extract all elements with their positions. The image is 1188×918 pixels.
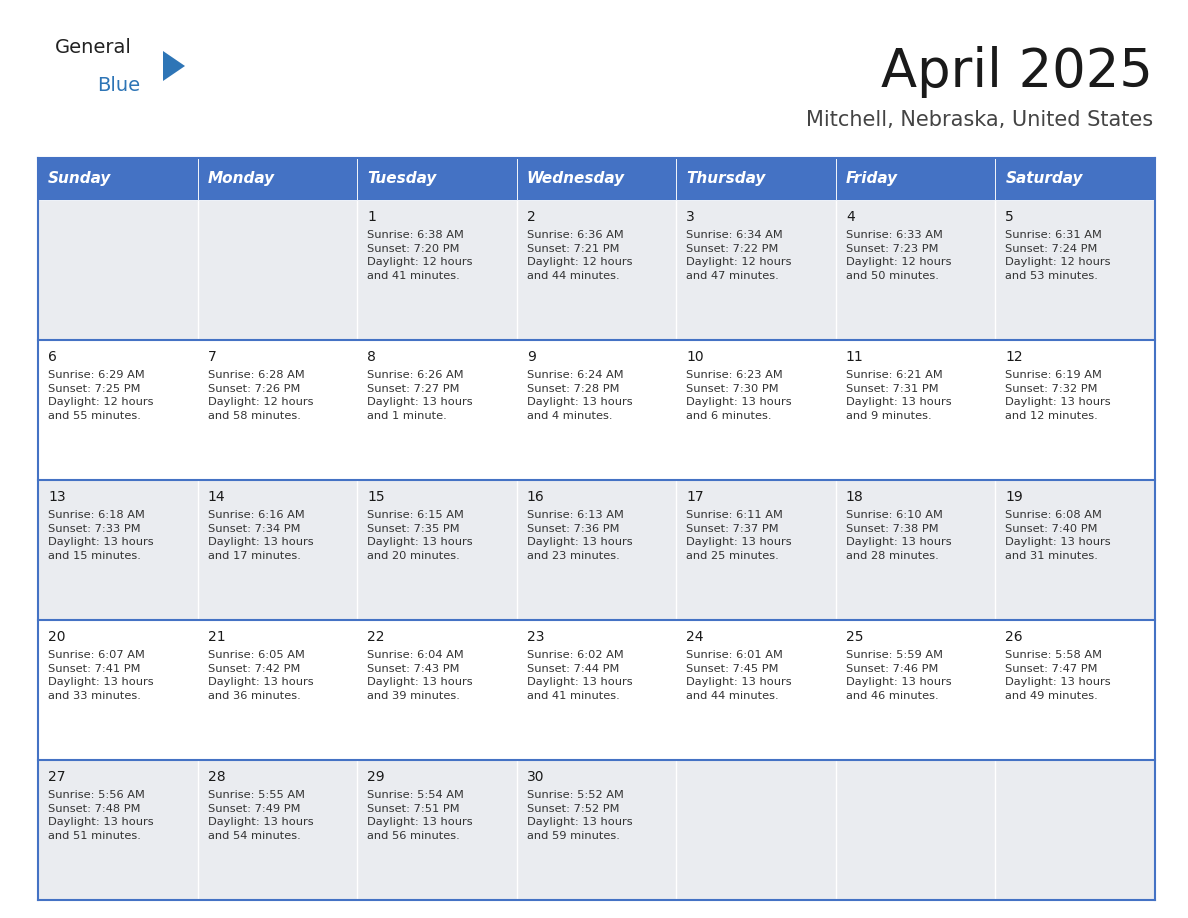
Text: Sunrise: 6:15 AM
Sunset: 7:35 PM
Daylight: 13 hours
and 20 minutes.: Sunrise: 6:15 AM Sunset: 7:35 PM Dayligh… [367, 510, 473, 561]
Text: Tuesday: Tuesday [367, 172, 436, 186]
Text: Sunrise: 6:29 AM
Sunset: 7:25 PM
Daylight: 12 hours
and 55 minutes.: Sunrise: 6:29 AM Sunset: 7:25 PM Dayligh… [48, 370, 153, 420]
Text: 1: 1 [367, 210, 377, 224]
Text: Sunrise: 6:18 AM
Sunset: 7:33 PM
Daylight: 13 hours
and 15 minutes.: Sunrise: 6:18 AM Sunset: 7:33 PM Dayligh… [48, 510, 153, 561]
Bar [38, 340, 1155, 480]
Text: 26: 26 [1005, 630, 1023, 644]
Text: Sunrise: 6:21 AM
Sunset: 7:31 PM
Daylight: 13 hours
and 9 minutes.: Sunrise: 6:21 AM Sunset: 7:31 PM Dayligh… [846, 370, 952, 420]
Text: 23: 23 [526, 630, 544, 644]
Text: Wednesday: Wednesday [526, 172, 625, 186]
Bar [676, 158, 836, 200]
Text: Sunrise: 6:28 AM
Sunset: 7:26 PM
Daylight: 12 hours
and 58 minutes.: Sunrise: 6:28 AM Sunset: 7:26 PM Dayligh… [208, 370, 314, 420]
Bar [38, 480, 1155, 620]
Text: 24: 24 [687, 630, 703, 644]
Text: Sunrise: 6:13 AM
Sunset: 7:36 PM
Daylight: 13 hours
and 23 minutes.: Sunrise: 6:13 AM Sunset: 7:36 PM Dayligh… [526, 510, 632, 561]
Text: General: General [55, 38, 132, 57]
Text: Sunrise: 6:34 AM
Sunset: 7:22 PM
Daylight: 12 hours
and 47 minutes.: Sunrise: 6:34 AM Sunset: 7:22 PM Dayligh… [687, 230, 791, 281]
Text: Sunrise: 6:05 AM
Sunset: 7:42 PM
Daylight: 13 hours
and 36 minutes.: Sunrise: 6:05 AM Sunset: 7:42 PM Dayligh… [208, 650, 314, 700]
Text: 7: 7 [208, 350, 216, 364]
Bar [197, 158, 358, 200]
Text: Thursday: Thursday [687, 172, 765, 186]
Bar [517, 158, 676, 200]
Text: Sunrise: 6:16 AM
Sunset: 7:34 PM
Daylight: 13 hours
and 17 minutes.: Sunrise: 6:16 AM Sunset: 7:34 PM Dayligh… [208, 510, 314, 561]
Text: 25: 25 [846, 630, 864, 644]
Text: Blue: Blue [97, 76, 140, 95]
Text: 22: 22 [367, 630, 385, 644]
Text: Sunday: Sunday [48, 172, 112, 186]
Text: Sunrise: 6:10 AM
Sunset: 7:38 PM
Daylight: 13 hours
and 28 minutes.: Sunrise: 6:10 AM Sunset: 7:38 PM Dayligh… [846, 510, 952, 561]
Text: 28: 28 [208, 770, 226, 784]
Text: 20: 20 [48, 630, 65, 644]
Text: Sunrise: 6:19 AM
Sunset: 7:32 PM
Daylight: 13 hours
and 12 minutes.: Sunrise: 6:19 AM Sunset: 7:32 PM Dayligh… [1005, 370, 1111, 420]
Text: Monday: Monday [208, 172, 274, 186]
Text: Sunrise: 6:08 AM
Sunset: 7:40 PM
Daylight: 13 hours
and 31 minutes.: Sunrise: 6:08 AM Sunset: 7:40 PM Dayligh… [1005, 510, 1111, 561]
Text: 13: 13 [48, 490, 65, 504]
Text: 19: 19 [1005, 490, 1023, 504]
Bar [38, 620, 1155, 760]
Text: Friday: Friday [846, 172, 898, 186]
Bar [836, 158, 996, 200]
Text: Sunrise: 6:26 AM
Sunset: 7:27 PM
Daylight: 13 hours
and 1 minute.: Sunrise: 6:26 AM Sunset: 7:27 PM Dayligh… [367, 370, 473, 420]
Text: Mitchell, Nebraska, United States: Mitchell, Nebraska, United States [805, 110, 1154, 130]
Text: Sunrise: 6:33 AM
Sunset: 7:23 PM
Daylight: 12 hours
and 50 minutes.: Sunrise: 6:33 AM Sunset: 7:23 PM Dayligh… [846, 230, 952, 281]
Text: Sunrise: 6:04 AM
Sunset: 7:43 PM
Daylight: 13 hours
and 39 minutes.: Sunrise: 6:04 AM Sunset: 7:43 PM Dayligh… [367, 650, 473, 700]
Text: 10: 10 [687, 350, 704, 364]
Text: 14: 14 [208, 490, 226, 504]
Text: Sunrise: 5:56 AM
Sunset: 7:48 PM
Daylight: 13 hours
and 51 minutes.: Sunrise: 5:56 AM Sunset: 7:48 PM Dayligh… [48, 790, 153, 841]
Text: 17: 17 [687, 490, 704, 504]
Text: Sunrise: 5:54 AM
Sunset: 7:51 PM
Daylight: 13 hours
and 56 minutes.: Sunrise: 5:54 AM Sunset: 7:51 PM Dayligh… [367, 790, 473, 841]
Text: Sunrise: 6:23 AM
Sunset: 7:30 PM
Daylight: 13 hours
and 6 minutes.: Sunrise: 6:23 AM Sunset: 7:30 PM Dayligh… [687, 370, 792, 420]
Text: 21: 21 [208, 630, 226, 644]
Bar [996, 158, 1155, 200]
Text: 29: 29 [367, 770, 385, 784]
Text: 5: 5 [1005, 210, 1015, 224]
Text: 3: 3 [687, 210, 695, 224]
Text: Sunrise: 5:55 AM
Sunset: 7:49 PM
Daylight: 13 hours
and 54 minutes.: Sunrise: 5:55 AM Sunset: 7:49 PM Dayligh… [208, 790, 314, 841]
Text: 2: 2 [526, 210, 536, 224]
Text: Sunrise: 5:59 AM
Sunset: 7:46 PM
Daylight: 13 hours
and 46 minutes.: Sunrise: 5:59 AM Sunset: 7:46 PM Dayligh… [846, 650, 952, 700]
Text: 15: 15 [367, 490, 385, 504]
Bar [38, 760, 1155, 900]
Text: Saturday: Saturday [1005, 172, 1083, 186]
Text: 9: 9 [526, 350, 536, 364]
Text: 12: 12 [1005, 350, 1023, 364]
Text: 6: 6 [48, 350, 57, 364]
Bar [38, 158, 197, 200]
Text: Sunrise: 6:07 AM
Sunset: 7:41 PM
Daylight: 13 hours
and 33 minutes.: Sunrise: 6:07 AM Sunset: 7:41 PM Dayligh… [48, 650, 153, 700]
Text: 8: 8 [367, 350, 377, 364]
Text: Sunrise: 6:36 AM
Sunset: 7:21 PM
Daylight: 12 hours
and 44 minutes.: Sunrise: 6:36 AM Sunset: 7:21 PM Dayligh… [526, 230, 632, 281]
Text: 18: 18 [846, 490, 864, 504]
Text: Sunrise: 6:38 AM
Sunset: 7:20 PM
Daylight: 12 hours
and 41 minutes.: Sunrise: 6:38 AM Sunset: 7:20 PM Dayligh… [367, 230, 473, 281]
Polygon shape [163, 51, 185, 81]
Text: 30: 30 [526, 770, 544, 784]
Text: 11: 11 [846, 350, 864, 364]
Text: Sunrise: 6:02 AM
Sunset: 7:44 PM
Daylight: 13 hours
and 41 minutes.: Sunrise: 6:02 AM Sunset: 7:44 PM Dayligh… [526, 650, 632, 700]
Text: April 2025: April 2025 [881, 46, 1154, 98]
Text: Sunrise: 5:58 AM
Sunset: 7:47 PM
Daylight: 13 hours
and 49 minutes.: Sunrise: 5:58 AM Sunset: 7:47 PM Dayligh… [1005, 650, 1111, 700]
Text: Sunrise: 6:01 AM
Sunset: 7:45 PM
Daylight: 13 hours
and 44 minutes.: Sunrise: 6:01 AM Sunset: 7:45 PM Dayligh… [687, 650, 792, 700]
Bar [358, 158, 517, 200]
Text: 4: 4 [846, 210, 854, 224]
Text: 16: 16 [526, 490, 544, 504]
Text: Sunrise: 6:24 AM
Sunset: 7:28 PM
Daylight: 13 hours
and 4 minutes.: Sunrise: 6:24 AM Sunset: 7:28 PM Dayligh… [526, 370, 632, 420]
Bar [38, 200, 1155, 340]
Text: Sunrise: 6:31 AM
Sunset: 7:24 PM
Daylight: 12 hours
and 53 minutes.: Sunrise: 6:31 AM Sunset: 7:24 PM Dayligh… [1005, 230, 1111, 281]
Text: Sunrise: 5:52 AM
Sunset: 7:52 PM
Daylight: 13 hours
and 59 minutes.: Sunrise: 5:52 AM Sunset: 7:52 PM Dayligh… [526, 790, 632, 841]
Text: Sunrise: 6:11 AM
Sunset: 7:37 PM
Daylight: 13 hours
and 25 minutes.: Sunrise: 6:11 AM Sunset: 7:37 PM Dayligh… [687, 510, 792, 561]
Text: 27: 27 [48, 770, 65, 784]
